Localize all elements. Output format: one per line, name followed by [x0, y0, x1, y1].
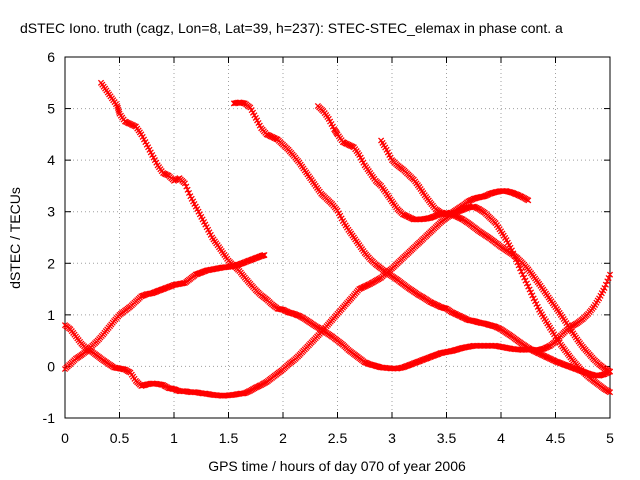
x-axis-label: GPS time / hours of day 070 of year 2006 — [208, 458, 466, 474]
x-tick-label: 0.5 — [110, 430, 130, 446]
x-tick-label: 2 — [279, 430, 287, 446]
series-markers — [97, 79, 614, 372]
y-tick-label: -1 — [43, 410, 56, 426]
y-tick-labels: -1 0 1 2 3 4 5 6 — [43, 49, 56, 426]
series-4 — [230, 99, 614, 379]
x-tick-label: 1.5 — [219, 430, 239, 446]
y-tick-label: 4 — [47, 152, 55, 168]
y-tick-label: 1 — [47, 307, 55, 323]
x-tick-label: 3.5 — [437, 430, 457, 446]
series-1 — [61, 203, 614, 399]
series-6 — [378, 137, 532, 218]
x-tick-label: 0 — [61, 430, 69, 446]
x-tick-label: 4.5 — [546, 430, 566, 446]
series-markers — [378, 137, 532, 218]
x-tick-label: 2.5 — [328, 430, 348, 446]
series-markers — [61, 251, 268, 373]
y-tick-label: 2 — [47, 255, 55, 271]
chart-title: dSTEC Iono. truth (cagz, Lon=8, Lat=39, … — [20, 20, 563, 36]
y-tick-label: 5 — [47, 101, 55, 117]
x-tick-labels: 0 0.5 1 1.5 2 2.5 3 3.5 4 4.5 5 — [61, 430, 614, 446]
x-tick-label: 1 — [170, 430, 178, 446]
y-tick-label: 0 — [47, 358, 55, 374]
y-tick-label: 3 — [47, 204, 55, 220]
y-tick-label: 6 — [47, 49, 55, 65]
series-2 — [61, 251, 268, 373]
series-markers — [61, 203, 614, 399]
y-axis-label: dSTEC / TECUs — [7, 187, 23, 289]
series-3 — [97, 79, 614, 372]
data-series — [61, 79, 614, 399]
x-tick-label: 4 — [497, 430, 505, 446]
x-tick-label: 5 — [606, 430, 614, 446]
x-tick-label: 3 — [388, 430, 396, 446]
series-markers — [230, 99, 614, 379]
